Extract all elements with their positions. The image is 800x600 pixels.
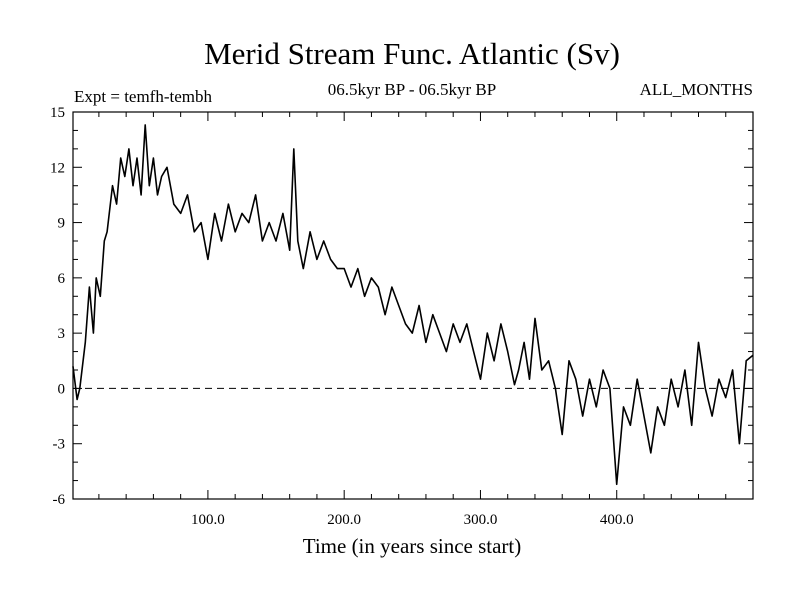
x-axis-label: Time (in years since start) bbox=[303, 534, 522, 558]
y-tick-label: -3 bbox=[53, 437, 66, 453]
y-tick-label: 9 bbox=[58, 216, 66, 232]
chart-subtitle-right: ALL_MONTHS bbox=[640, 80, 753, 99]
axis-ticks-group bbox=[73, 111, 753, 500]
x-tick-label: 400.0 bbox=[600, 512, 634, 528]
y-tick-label: 6 bbox=[58, 271, 66, 287]
series-group bbox=[72, 124, 754, 486]
x-tick-label: 200.0 bbox=[327, 512, 361, 528]
plot-frame bbox=[72, 111, 754, 500]
y-tick-label: 3 bbox=[58, 326, 66, 342]
y-tick-label: 0 bbox=[58, 381, 66, 397]
y-tick-label: 15 bbox=[50, 105, 65, 121]
series-line-0 bbox=[72, 124, 754, 486]
chart-subtitle-center: 06.5kyr BP - 06.5kyr BP bbox=[328, 80, 496, 99]
x-tick-label: 100.0 bbox=[191, 512, 225, 528]
chart-subtitle-left: Expt = temfh-tembh bbox=[74, 87, 213, 106]
y-tick-label: -6 bbox=[53, 492, 66, 508]
x-tick-label: 300.0 bbox=[464, 512, 498, 528]
axis-tick-labels-group: 100.0 200.0 300.0 400.0 -6 -3 0 3 6 9 12 15 bbox=[50, 105, 634, 528]
chart-title: Merid Stream Func. Atlantic (Sv) bbox=[204, 36, 620, 71]
y-tick-label: 12 bbox=[50, 160, 65, 176]
